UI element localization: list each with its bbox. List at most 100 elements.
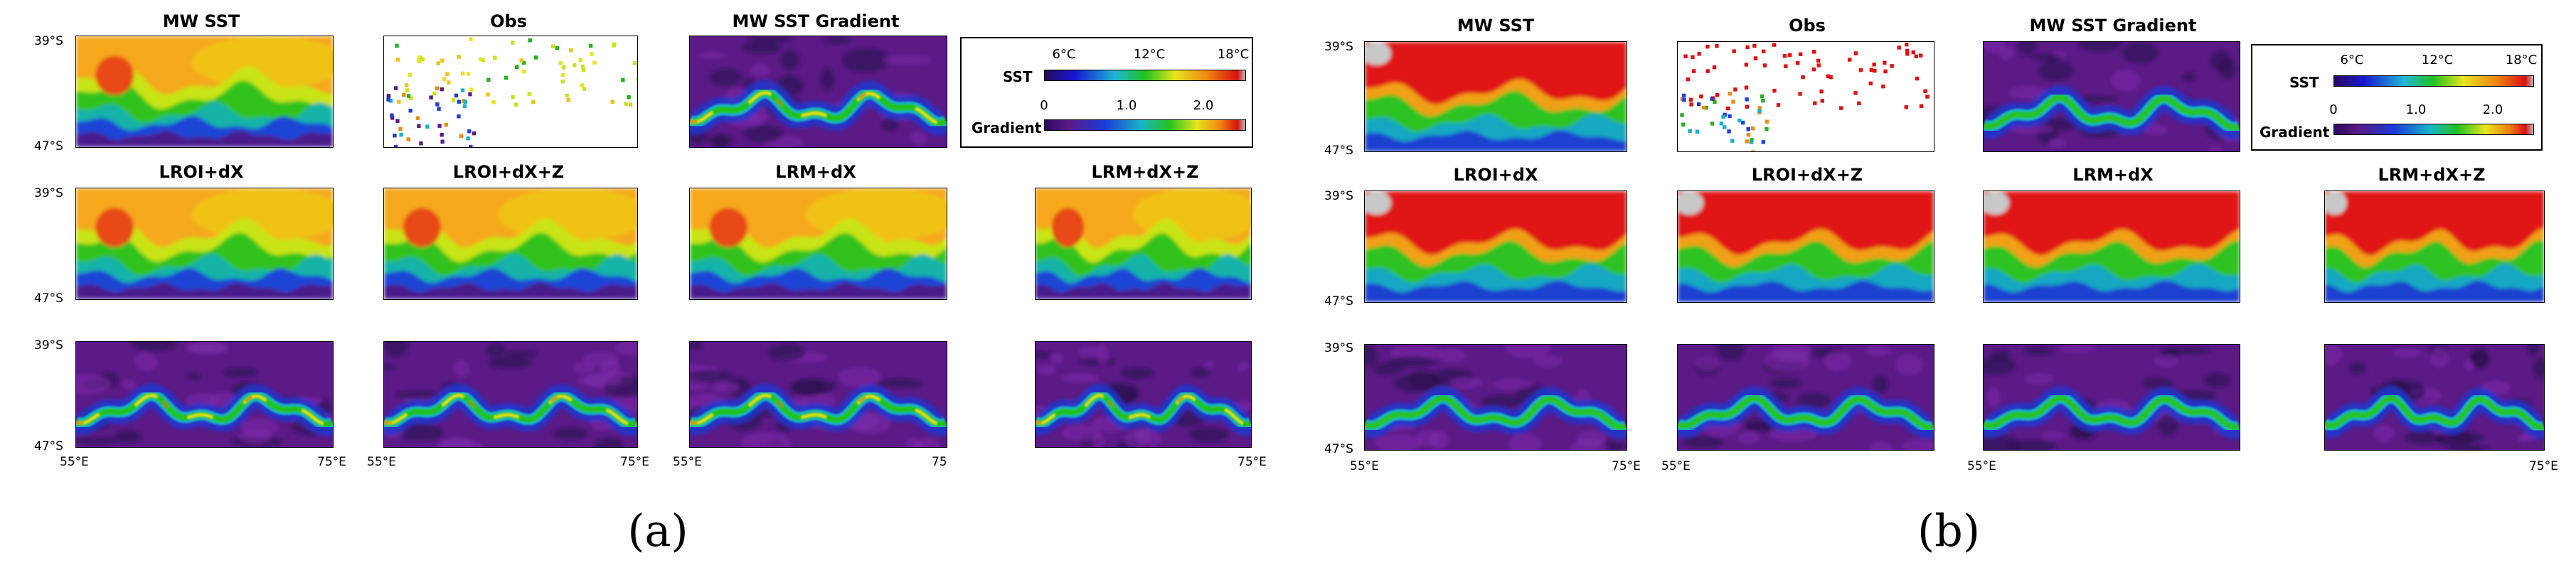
- title-lrm-dx-z: LRM+dX+Z: [1091, 162, 1199, 182]
- map-lroi-dx-gradient: [1364, 344, 1627, 451]
- legend-box: SST 6°C 12°C 18°C Gradient 0 1.0 2.0: [2251, 44, 2543, 151]
- map-lrm-dx-gradient: [689, 341, 947, 448]
- gradient-field: [1365, 345, 1627, 450]
- lat-tick-39s: 39°S: [34, 34, 63, 48]
- sst-field: [1678, 191, 1934, 302]
- legend-sst-label: SST: [2289, 74, 2319, 91]
- panel-a-sublabel: (a): [627, 505, 688, 557]
- map-lroi-dx-z-gradient: [383, 341, 638, 448]
- title-mw-grad: MW SST Gradient: [2029, 16, 2197, 36]
- gradient-field: [1984, 42, 2240, 151]
- lon-tick-55e: 55°E: [673, 455, 702, 469]
- lat-tick-47s: 47°S: [34, 291, 63, 306]
- legend-grad-tick: 0: [1040, 98, 1048, 113]
- sst-field: [1984, 191, 2240, 302]
- gradient-field: [384, 342, 637, 447]
- map-lrm-dx-sst: [689, 188, 947, 300]
- gradient-field: [690, 342, 947, 447]
- lon-tick-75e: 75°E: [2529, 459, 2558, 473]
- legend-sst-tick: 18°C: [1217, 47, 1250, 62]
- map-lroi-dx-z-gradient: [1677, 344, 1934, 451]
- lat-tick-47s: 47°S: [1324, 144, 1353, 158]
- sst-field: [1365, 191, 1627, 302]
- lat-tick-39s: 39°S: [1324, 189, 1353, 203]
- map-lroi-dx-z-sst: [383, 188, 638, 300]
- title-lroi-dx: LROI+dX: [159, 162, 244, 182]
- obs-field: [384, 36, 637, 147]
- legend-grad-tick: 2.0: [1193, 98, 1214, 113]
- sst-field: [384, 188, 637, 299]
- legend-gradient-label: Gradient: [972, 119, 1042, 136]
- legend-box: SST 6°C 12°C 18°C Gradient 0 1.0 2.0: [960, 37, 1253, 148]
- title-obs: Obs: [490, 11, 527, 31]
- lon-tick-75e: 75°E: [1612, 459, 1641, 473]
- lat-tick-47s: 47°S: [34, 139, 63, 154]
- legend-grad-tick: 2.0: [2482, 102, 2503, 117]
- legend-sst-tick: 12°C: [1133, 47, 1166, 62]
- legend-sst-tick: 12°C: [2421, 53, 2454, 68]
- map-obs: [1677, 41, 1934, 152]
- title-mw-sst: MW SST: [1457, 16, 1535, 36]
- map-lroi-dx-sst: [75, 188, 334, 300]
- title-mw-grad: MW SST Gradient: [732, 11, 900, 31]
- gradient-field: [2325, 345, 2544, 450]
- sst-field: [690, 188, 947, 299]
- map-lrm-dx-z-sst: [1035, 188, 1252, 300]
- lon-tick-55e: 55°E: [1661, 459, 1691, 473]
- lon-tick-55e: 55°E: [367, 455, 396, 469]
- map-lroi-dx-gradient: [75, 341, 334, 448]
- lon-tick-75: 75: [932, 455, 947, 469]
- sst-field: [76, 188, 333, 299]
- map-lroi-dx-z-sst: [1677, 190, 1934, 303]
- sst-field: [1036, 188, 1251, 299]
- title-lroi-dx-z: LROI+dX+Z: [452, 162, 565, 182]
- gradient-field: [1036, 342, 1251, 447]
- map-lroi-dx-sst: [1364, 190, 1627, 303]
- lat-tick-39s: 39°S: [1324, 40, 1353, 54]
- map-obs: [383, 36, 638, 148]
- sst-colorbar: [1044, 70, 1246, 81]
- lat-tick-39s: 39°S: [34, 186, 63, 200]
- map-mw-sst-gradient: [1983, 41, 2240, 152]
- sst-field: [1365, 42, 1627, 151]
- obs-field: [1678, 42, 1934, 151]
- lat-tick-47s: 47°S: [1324, 442, 1353, 456]
- legend-sst-tick: 6°C: [2340, 53, 2364, 68]
- map-mw-sst-gradient: [689, 36, 947, 148]
- map-mw-sst: [1364, 41, 1627, 152]
- lon-tick-75e: 75°E: [620, 455, 649, 469]
- title-lroi-dx-z: LROI+dX+Z: [1751, 165, 1863, 185]
- gradient-field: [1984, 345, 2240, 450]
- lon-tick-55e: 55°E: [60, 455, 89, 469]
- legend-grad-tick: 1.0: [2405, 102, 2427, 117]
- legend-sst-tick: 6°C: [1052, 47, 1076, 62]
- map-mw-sst: [75, 36, 334, 148]
- lat-tick-39s: 39°S: [34, 338, 63, 353]
- gradient-field: [76, 342, 333, 447]
- legend-sst-label: SST: [1003, 68, 1033, 85]
- map-lrm-dx-z-gradient: [1035, 341, 1252, 448]
- panel-b-sublabel: (b): [1917, 505, 1981, 557]
- legend-gradient-label: Gradient: [2260, 124, 2330, 141]
- gradient-field: [1678, 345, 1934, 450]
- gradient-field: [690, 36, 947, 147]
- title-lrm-dx: LRM+dX: [2072, 165, 2154, 185]
- sst-field: [76, 36, 333, 147]
- title-lrm-dx: LRM+dX: [775, 162, 856, 182]
- lon-tick-75e: 75°E: [317, 455, 346, 469]
- sst-colorbar: [2333, 75, 2534, 87]
- gradient-colorbar: [1044, 119, 1246, 131]
- title-lrm-dx-z: LRM+dX+Z: [2378, 165, 2486, 185]
- lon-tick-75e: 75°E: [1238, 455, 1267, 469]
- lat-tick-39s: 39°S: [1324, 341, 1353, 355]
- title-lroi-dx: LROI+dX: [1453, 165, 1538, 185]
- gradient-colorbar: [2333, 124, 2534, 135]
- map-lrm-dx-z-sst: [2324, 190, 2545, 303]
- lon-tick-55e: 55°E: [1350, 459, 1379, 473]
- title-mw-sst: MW SST: [162, 11, 240, 31]
- title-obs: Obs: [1789, 16, 1826, 36]
- lon-tick-55e: 55°E: [1967, 459, 1996, 473]
- legend-grad-tick: 0: [2329, 102, 2338, 117]
- legend-grad-tick: 1.0: [1116, 98, 1137, 113]
- map-lrm-dx-sst: [1983, 190, 2240, 303]
